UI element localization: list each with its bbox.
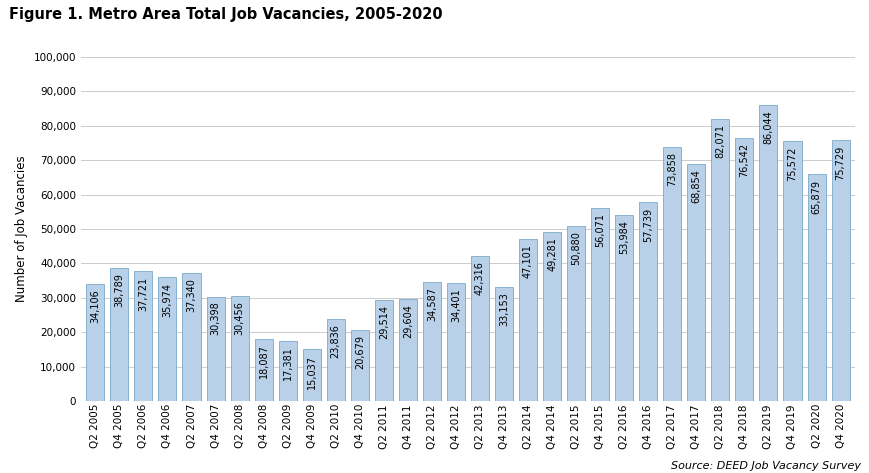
Bar — [278, 342, 296, 401]
Text: 29,604: 29,604 — [402, 305, 413, 338]
Bar — [398, 299, 416, 401]
Bar — [110, 268, 129, 401]
Bar — [375, 299, 393, 401]
Text: 30,456: 30,456 — [235, 301, 244, 335]
Text: 20,679: 20,679 — [355, 335, 364, 369]
Text: 30,398: 30,398 — [210, 302, 220, 335]
Text: 49,281: 49,281 — [547, 236, 556, 271]
Bar — [447, 283, 464, 401]
Bar — [206, 297, 224, 401]
Text: 34,106: 34,106 — [90, 289, 100, 323]
Text: Figure 1. Metro Area Total Job Vacancies, 2005-2020: Figure 1. Metro Area Total Job Vacancies… — [9, 7, 441, 22]
Bar — [542, 231, 561, 401]
Bar — [759, 105, 777, 401]
Bar — [783, 141, 800, 401]
Bar — [831, 140, 849, 401]
Bar — [687, 164, 705, 401]
Bar — [590, 208, 608, 401]
Text: 65,879: 65,879 — [811, 180, 820, 213]
Text: 23,836: 23,836 — [330, 324, 341, 358]
Y-axis label: Number of Job Vacancies: Number of Job Vacancies — [15, 156, 28, 302]
Text: 37,340: 37,340 — [186, 278, 196, 312]
Text: 15,037: 15,037 — [307, 355, 316, 389]
Bar — [422, 282, 441, 401]
Text: 33,153: 33,153 — [499, 292, 508, 326]
Bar — [327, 319, 344, 401]
Bar — [494, 287, 513, 401]
Text: 86,044: 86,044 — [763, 110, 773, 144]
Text: 34,401: 34,401 — [450, 288, 461, 322]
Bar — [734, 138, 753, 401]
Text: 47,101: 47,101 — [522, 244, 533, 278]
Bar — [134, 272, 152, 401]
Text: 37,721: 37,721 — [138, 277, 149, 311]
Bar — [470, 255, 488, 401]
Bar — [86, 284, 104, 401]
Text: 34,587: 34,587 — [427, 287, 436, 321]
Text: 75,572: 75,572 — [786, 146, 797, 181]
Text: 68,854: 68,854 — [691, 169, 700, 203]
Text: 17,381: 17,381 — [282, 347, 292, 380]
Bar — [639, 202, 656, 401]
Text: 42,316: 42,316 — [474, 261, 484, 295]
Text: 50,880: 50,880 — [570, 231, 580, 265]
Bar — [182, 272, 200, 401]
Bar — [614, 215, 633, 401]
Bar — [350, 330, 368, 401]
Bar — [519, 239, 536, 401]
Text: 73,858: 73,858 — [667, 152, 677, 186]
Text: 57,739: 57,739 — [642, 208, 653, 242]
Bar — [711, 119, 728, 401]
Text: 38,789: 38,789 — [114, 273, 124, 307]
Bar — [567, 226, 585, 401]
Text: 82,071: 82,071 — [714, 124, 725, 158]
Bar — [158, 277, 176, 401]
Bar — [302, 350, 321, 401]
Bar — [806, 175, 825, 401]
Text: 53,984: 53,984 — [619, 220, 628, 254]
Text: 35,974: 35,974 — [163, 282, 172, 316]
Text: 29,514: 29,514 — [378, 305, 388, 339]
Text: Source: DEED Job Vacancy Survey: Source: DEED Job Vacancy Survey — [671, 461, 860, 471]
Text: 75,729: 75,729 — [834, 146, 845, 180]
Text: 18,087: 18,087 — [258, 344, 269, 378]
Text: 56,071: 56,071 — [594, 213, 605, 247]
Bar — [662, 147, 680, 401]
Text: 76,542: 76,542 — [739, 143, 748, 177]
Bar — [230, 297, 249, 401]
Bar — [255, 339, 272, 401]
